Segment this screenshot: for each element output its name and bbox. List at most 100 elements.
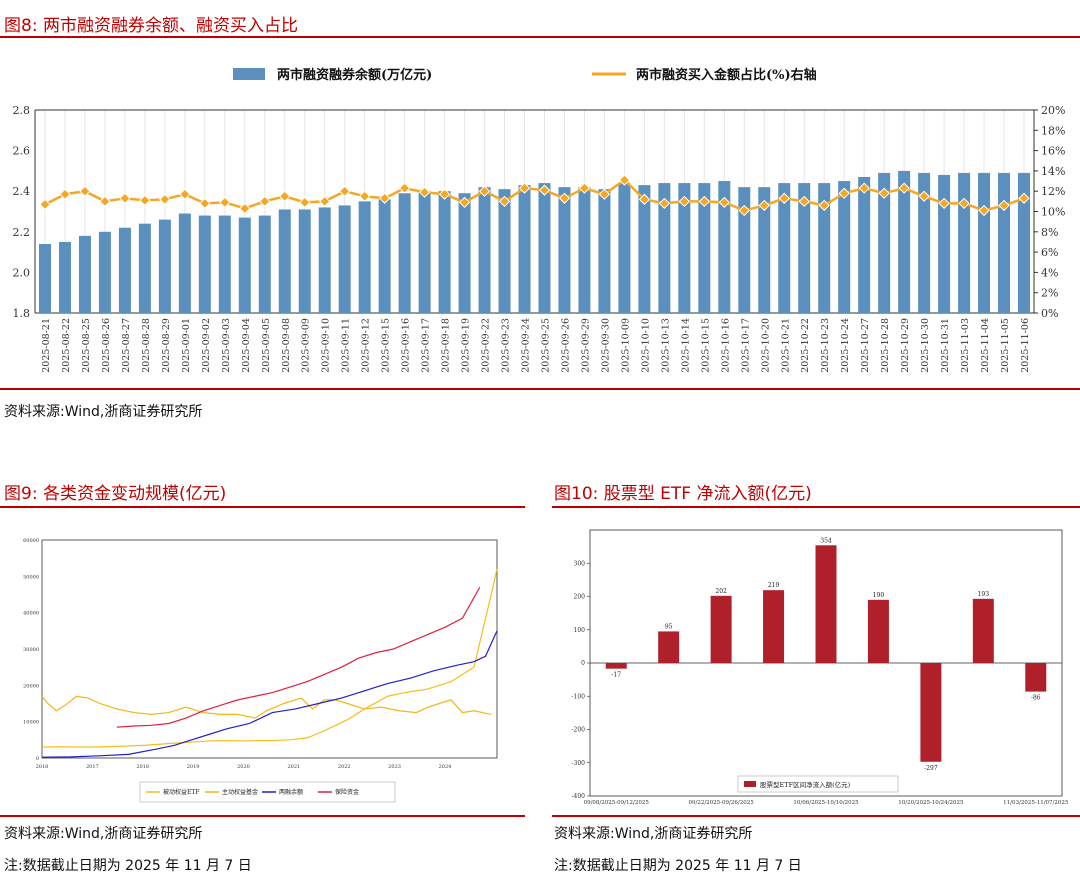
fig8-ratio-point [878, 187, 890, 199]
fig8-y2tick-label: 4% [1041, 266, 1058, 279]
fig8-y2tick-label: 0% [1041, 307, 1058, 320]
fig9-source: 资料来源:Wind,浙商证券研究所 [4, 826, 203, 842]
fig10-bar-label: -86 [1031, 695, 1041, 702]
fig8-bar [358, 201, 371, 313]
fig8-bar [118, 227, 131, 313]
fig8-ratio-point [738, 204, 750, 217]
fig10-bar-label: 354 [820, 537, 832, 544]
fig8-xtick-label: 2025-09-29 [580, 318, 591, 373]
fig8-ratio-point [179, 188, 191, 200]
fig10-ytick-label: 200 [574, 594, 586, 601]
fig10-bar [1025, 663, 1047, 692]
fig8-bar [238, 217, 251, 313]
fig8-bar [858, 176, 871, 313]
fig8-xtick-label: 2025-10-16 [720, 318, 731, 373]
fig8-ratio-point [199, 197, 211, 210]
fig9-ytick-label: 50000 [23, 574, 39, 580]
fig10-bar [605, 663, 627, 669]
fig8-legend-line-label: 两市融资买入金额占比(%)右轴 [636, 67, 817, 83]
fig8-ratio-point [758, 199, 770, 212]
fig8-top-rule [0, 36, 1080, 38]
fig8-ratio-point [99, 195, 111, 208]
fig8-xtick-label: 2025-09-17 [421, 318, 432, 373]
fig8-bar [1018, 172, 1031, 313]
fig10-top-rule [552, 506, 1080, 508]
fig8-bar [38, 243, 51, 313]
fig8-bar [198, 215, 211, 313]
fig9-xtick-label: 2023 [388, 764, 401, 770]
fig8-ratio-point [378, 192, 391, 204]
fig8-xtick-label: 2025-08-26 [101, 318, 112, 373]
fig9-ytick-label: 30000 [23, 647, 39, 653]
fig8-ratio-point [498, 195, 511, 208]
fig8-bar [178, 213, 191, 313]
fig8-bar [758, 187, 771, 313]
fig10-bar [658, 631, 680, 663]
fig8-xtick-label: 2025-10-09 [620, 318, 631, 373]
fig10-ytick-label: 0 [581, 660, 585, 667]
fig10-bar [815, 545, 837, 663]
fig8-xtick-label: 2025-09-04 [241, 318, 252, 373]
fig9-xtick-label: 2022 [338, 764, 351, 770]
fig9-series-line [41, 568, 498, 748]
fig9-xtick-label: 2018 [36, 764, 49, 770]
fig8-bar [958, 172, 971, 313]
fig10-ytick-label: -300 [572, 760, 586, 767]
fig9-note: 注:数据截止日期为 2025 年 11 月 7 日 [4, 858, 252, 874]
fig9-xtick-label: 2024 [439, 764, 452, 770]
fig8-bar [338, 205, 351, 313]
fig8-xtick-label: 2025-10-23 [820, 318, 831, 373]
fig8-xtick-label: 2025-09-30 [600, 318, 611, 373]
fig8-legend-bar-swatch [233, 68, 265, 80]
fig8-ratio-point [958, 197, 970, 210]
fig8-bar [998, 172, 1011, 313]
fig8-xtick-label: 2025-08-25 [81, 318, 92, 373]
fig8-y2tick-label: 2% [1041, 287, 1058, 300]
fig9-bottom-rule [0, 815, 525, 817]
fig8-xtick-label: 2025-10-28 [880, 318, 891, 373]
fig8-bar [78, 235, 91, 313]
fig8-ratio-point [59, 188, 71, 200]
fig8-bar [398, 193, 411, 313]
fig8-ratio-line [44, 178, 1025, 212]
fig8-ratio-point [838, 187, 850, 199]
fig10-bar-label: -17 [611, 672, 621, 679]
fig8-xtick-label: 2025-09-22 [481, 318, 492, 373]
fig8-ytick-label: 1.8 [13, 307, 31, 320]
fig8-bar [318, 207, 331, 313]
fig10-xtick-label: 10/20/2025-10/24/2025 [898, 800, 964, 806]
fig8-y2tick-label: 20% [1041, 104, 1065, 117]
fig8-bottom-rule [0, 388, 1080, 390]
fig8-title: 图8: 两市融资融券余额、融资买入占比 [4, 16, 298, 36]
fig10-bar-label: -297 [924, 765, 938, 772]
fig8-xtick-label: 2025-11-04 [980, 318, 991, 373]
fig8-y2tick-label: 6% [1041, 246, 1058, 259]
fig8-ratio-point [339, 185, 351, 197]
fig8-bar [738, 187, 751, 313]
fig8-xtick-label: 2025-09-01 [181, 318, 192, 373]
fig10-legend-label: 股票型ETF区间净流入额(亿元) [760, 780, 851, 789]
fig9-plot-frame [41, 539, 498, 759]
fig8-bar [558, 187, 571, 313]
fig10-bar-label: 219 [768, 582, 780, 589]
fig10-legend-box [737, 775, 899, 793]
fig8-ratio-point [778, 192, 790, 204]
fig9-ytick-label: 60000 [23, 538, 39, 544]
fig8-ratio-point [938, 197, 950, 210]
fig8-xtick-label: 2025-08-28 [141, 318, 152, 373]
fig8-xtick-label: 2025-09-25 [540, 318, 551, 373]
fig8-xtick-label: 2025-09-16 [401, 318, 412, 373]
fig8-ratio-point [259, 195, 271, 208]
fig10-source: 资料来源:Wind,浙商证券研究所 [554, 826, 753, 842]
fig8-xtick-label: 2025-09-08 [281, 318, 292, 373]
fig8-xtick-label: 2025-10-30 [920, 318, 931, 373]
fig10-bar-label: 193 [978, 591, 990, 598]
fig8-xtick-label: 2025-09-12 [361, 318, 372, 373]
fig8-bar [478, 187, 491, 313]
fig10-chart: -400 -300 -200 -100 0 100 200 300 -17 95 202 219 354… [572, 529, 1069, 806]
fig10-bar-label: 202 [715, 588, 727, 595]
fig10-bar-label: 95 [665, 623, 673, 630]
fig8-ratio-point [638, 193, 651, 205]
fig10-legend-swatch [744, 781, 756, 787]
fig9-ytick-label: 40000 [23, 611, 39, 617]
